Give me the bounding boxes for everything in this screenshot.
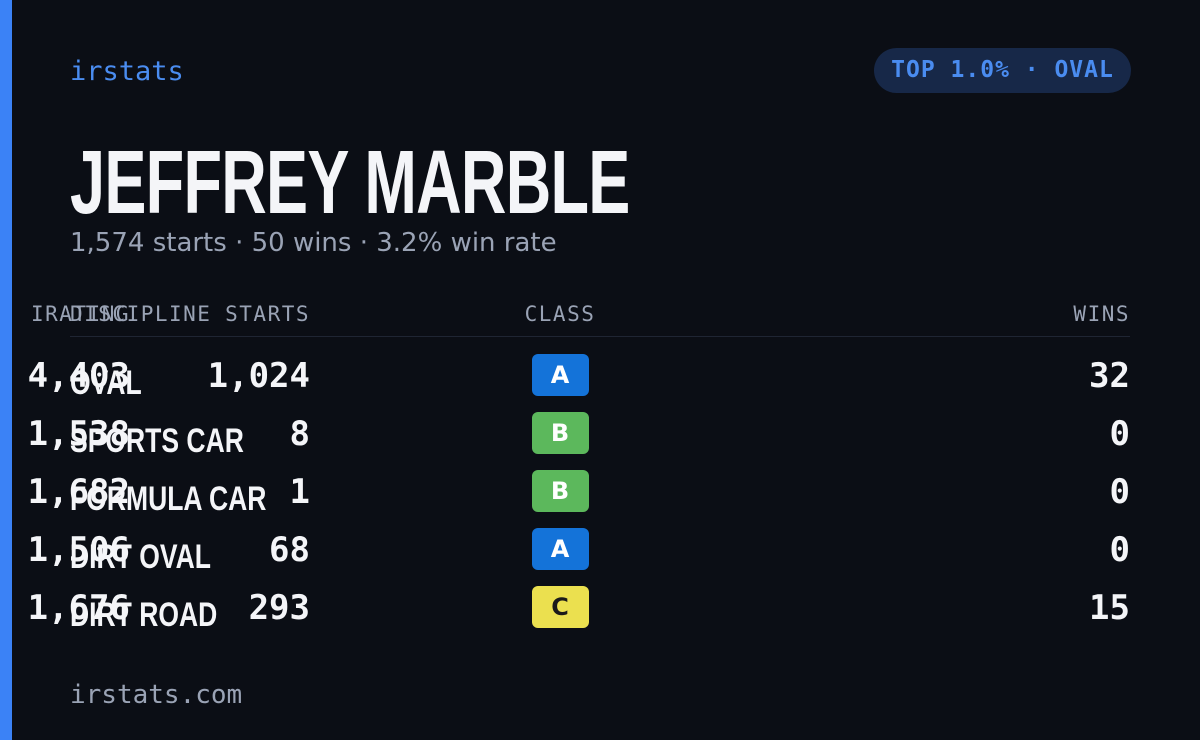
wins-value: 32 xyxy=(1089,356,1130,396)
class-badge: B xyxy=(531,412,589,454)
driver-summary: 1,574 starts · 50 wins · 3.2% win rate xyxy=(70,228,557,258)
wins-value: 0 xyxy=(1109,472,1130,512)
irating-value: 1,506 xyxy=(27,530,130,570)
brand: irstats xyxy=(70,56,184,87)
discipline-name: DIRT ROAD xyxy=(70,596,218,634)
irating-value: 1,676 xyxy=(27,588,130,628)
discipline-name: DIRT OVAL xyxy=(70,538,211,576)
starts-value: 293 xyxy=(248,588,310,628)
rank-badge: TOP 1.0% · OVAL xyxy=(874,48,1131,93)
discipline-name: OVAL xyxy=(70,364,142,402)
starts-value: 8 xyxy=(289,414,310,454)
irating-value: 4,403 xyxy=(27,356,130,396)
discipline-name: SPORTS CAR xyxy=(70,422,244,460)
column-header: CLASS xyxy=(524,302,596,326)
class-badge: A xyxy=(531,528,589,570)
discipline-name: FORMULA CAR xyxy=(70,480,267,518)
column-header: WINS xyxy=(1073,302,1130,326)
class-badge: C xyxy=(531,586,589,628)
class-badge: A xyxy=(531,354,589,396)
footer-site: irstats.com xyxy=(70,680,243,710)
column-header: STARTS xyxy=(225,302,310,326)
irating-value: 1,682 xyxy=(27,472,130,512)
starts-value: 1,024 xyxy=(207,356,310,396)
column-header: IRATING xyxy=(30,302,130,326)
wins-value: 0 xyxy=(1109,530,1130,570)
class-badge: B xyxy=(531,470,589,512)
column-header: DISCIPLINE xyxy=(70,302,212,326)
wins-value: 0 xyxy=(1109,414,1130,454)
accent-bar xyxy=(0,0,12,740)
irating-value: 1,538 xyxy=(27,414,130,454)
wins-value: 15 xyxy=(1089,588,1130,628)
driver-name: JEFFREY MARBLE xyxy=(70,133,630,233)
starts-value: 68 xyxy=(269,530,310,570)
header-rule xyxy=(70,336,1130,337)
starts-value: 1 xyxy=(289,472,310,512)
